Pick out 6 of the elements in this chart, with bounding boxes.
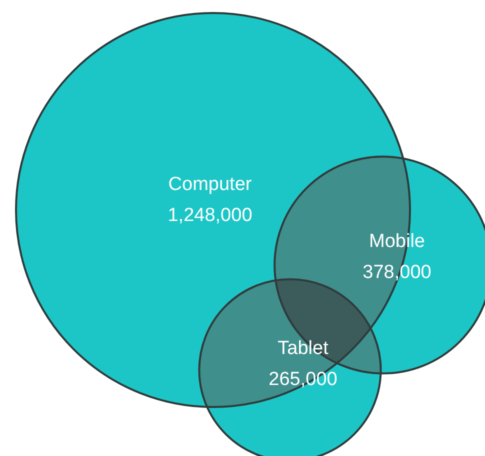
data-label: 378,000: [362, 262, 432, 284]
data-label: 265,000: [268, 369, 338, 390]
category-label: Computer: [168, 174, 252, 196]
category-label: Tablet: [278, 338, 330, 360]
category-label: Mobile: [369, 231, 425, 252]
data-label: 1,248,000: [168, 205, 252, 226]
